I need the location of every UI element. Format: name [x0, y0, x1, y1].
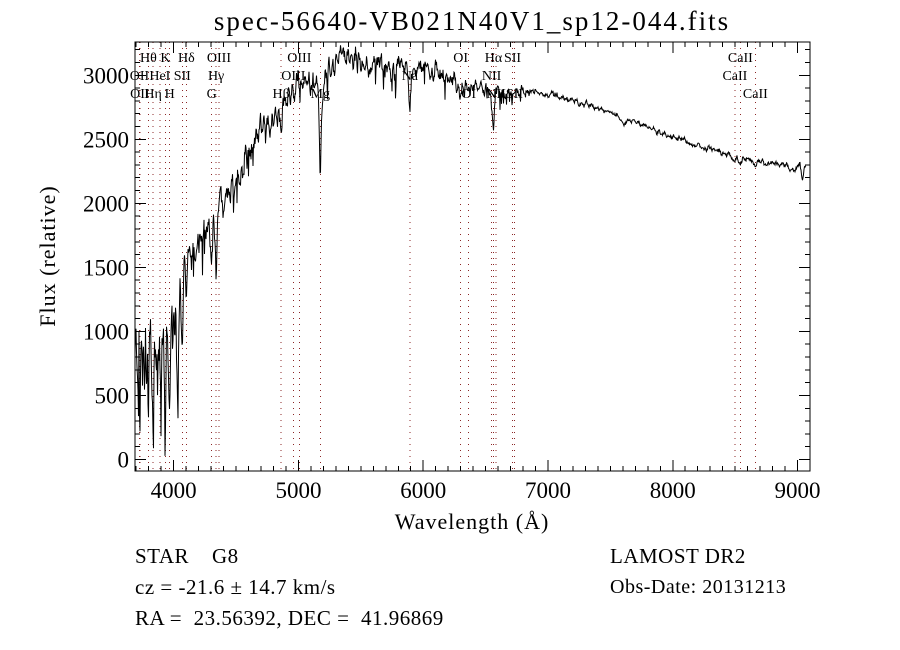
spectral-line-label: SII: [506, 87, 523, 102]
spectral-line-label: CaII: [728, 51, 753, 66]
spectral-line-label: Hβ: [272, 87, 289, 102]
spectral-line-label: G: [207, 87, 217, 102]
y-tick-label: 1000: [83, 319, 129, 344]
spectral-line-label: OI: [453, 51, 468, 66]
obs-date-label: Obs-Date: 20131213: [610, 576, 787, 598]
x-tick-label: 6000: [400, 478, 446, 503]
plot-title: spec-56640-VB021N40V1_sp12-044.fits: [213, 6, 731, 36]
y-tick-label: 2000: [83, 191, 129, 216]
spectral-line-label: SII: [174, 69, 191, 84]
spectral-line-label: OIII: [281, 69, 305, 84]
x-tick-label: 5000: [275, 478, 321, 503]
spectral-line-label: CaII: [722, 69, 747, 84]
spectral-line-label: OIII: [287, 51, 311, 66]
x-tick-label: 4000: [151, 478, 197, 503]
x-tick-label: 8000: [650, 478, 696, 503]
x-tick-label: 7000: [525, 478, 571, 503]
y-tick-label: 2500: [83, 127, 129, 152]
y-tick-label: 0: [118, 447, 130, 472]
ra-dec-label: RA = 23.56392, DEC = 41.96869: [135, 606, 444, 630]
spectral-line-label: HeI: [149, 69, 170, 84]
spectral-line-label: Na: [402, 69, 419, 84]
spectral-line-label: Hγ: [208, 69, 224, 84]
survey-label: LAMOST DR2: [610, 544, 746, 568]
spectral-line-label: Mg: [311, 87, 330, 102]
x-axis-title: Wavelength (Å): [394, 509, 550, 534]
spectral-line-label: Hη: [144, 87, 161, 102]
spectral-line-label: OIII: [207, 51, 231, 66]
object-class-label: STAR G8: [135, 544, 239, 568]
spectral-line-label: Hθ: [140, 51, 157, 66]
plot-frame: [134, 41, 811, 472]
spectral-line-label: Hδ: [178, 51, 195, 66]
y-axis-title: Flux (relative): [35, 185, 60, 327]
spectral-line-label: NII: [482, 69, 502, 84]
spectral-line-label: SII: [504, 51, 521, 66]
spectral-line-label: H: [165, 87, 175, 102]
spectrum-trace: [134, 45, 807, 456]
x-tick-label: 9000: [775, 478, 821, 503]
cz-velocity-label: cz = -21.6 ± 14.7 km/s: [135, 575, 336, 599]
spectral-line-label: K: [160, 51, 170, 66]
y-tick-label: 3000: [83, 63, 129, 88]
y-tick-label: 1500: [83, 255, 129, 280]
spectral-line-label: OII: [130, 69, 150, 84]
y-tick-label: 500: [95, 383, 130, 408]
spectral-line-label: CaII: [743, 87, 768, 102]
spectral-line-label: Hα: [485, 51, 503, 66]
